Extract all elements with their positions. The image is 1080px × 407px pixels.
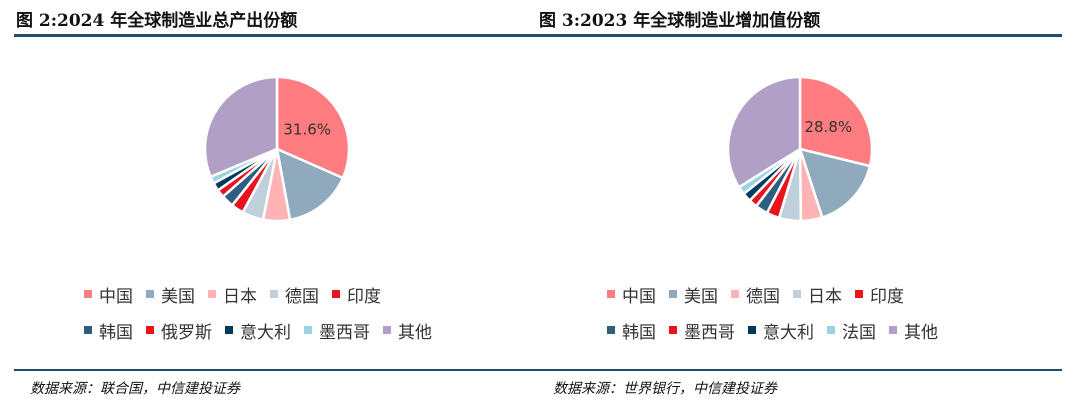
- legend-label: 意大利: [763, 322, 814, 343]
- legend-item: 德国: [731, 282, 780, 307]
- legend-swatch: [827, 326, 835, 334]
- chart-title: 图 2:2024 年全球制造业总产出份额: [16, 11, 298, 31]
- legend-row: 韩国 墨西哥 意大利 法国 其他: [607, 312, 1027, 348]
- legend-item: 韩国: [607, 318, 656, 343]
- pie-slice-0: [798, 75, 874, 168]
- source-rule: [537, 369, 1062, 371]
- legend-item: 美国: [146, 282, 195, 307]
- legend-swatch: [383, 326, 391, 334]
- pie-slice-1: [275, 146, 345, 222]
- chart-panel-right: 图 3:2023 年全球制造业增加值份额 28.8% 中国 美国 德国 日本 印度韩国 墨…: [537, 0, 1062, 407]
- legend-swatch: [332, 290, 340, 298]
- legend-label: 中国: [622, 286, 656, 307]
- source-note: 数据来源：联合国，中信建投证券: [30, 381, 240, 397]
- legend-swatch: [793, 290, 801, 298]
- legend-item: 中国: [84, 282, 133, 307]
- chart-panel-left: 图 2:2024 年全球制造业总产出份额 31.6% 中国 美国 日本 德国 印度韩国 俄…: [14, 0, 539, 407]
- chart-title: 图 3:2023 年全球制造业增加值份额: [539, 11, 821, 31]
- legend-swatch: [208, 290, 216, 298]
- legend-label: 意大利: [240, 322, 291, 343]
- legend-item: 韩国: [84, 318, 133, 343]
- legend-row: 中国 美国 德国 日本 印度: [607, 276, 1027, 312]
- legend-item: 其他: [383, 318, 432, 343]
- legend-label: 其他: [904, 322, 938, 343]
- legend-item: 意大利: [748, 318, 814, 343]
- legend-swatch: [304, 326, 312, 334]
- legend-item: 意大利: [225, 318, 291, 343]
- pie-slice-0: [275, 75, 351, 180]
- slice-data-label: 31.6%: [283, 120, 331, 138]
- legend-swatch: [270, 290, 278, 298]
- legend-swatch: [889, 326, 897, 334]
- legend-item: 其他: [889, 318, 938, 343]
- legend-label: 中国: [99, 286, 133, 307]
- legend-label: 墨西哥: [684, 322, 735, 343]
- title-rule: [14, 34, 539, 37]
- legend-label: 德国: [746, 286, 780, 307]
- legend-label: 法国: [842, 322, 876, 343]
- pie-slice-9: [203, 75, 279, 179]
- legend-item: 俄罗斯: [146, 318, 212, 343]
- source-rule: [14, 369, 539, 371]
- legend-swatch: [84, 290, 92, 298]
- legend: 中国 美国 德国 日本 印度韩国 墨西哥 意大利 法国 其他: [607, 276, 1027, 348]
- legend-swatch: [146, 290, 154, 298]
- legend-item: 日本: [208, 282, 257, 307]
- legend-item: 法国: [827, 318, 876, 343]
- legend-swatch: [607, 326, 615, 334]
- legend-label: 印度: [347, 286, 381, 307]
- legend-label: 日本: [808, 286, 842, 307]
- legend-swatch: [146, 326, 154, 334]
- legend-label: 俄罗斯: [161, 322, 212, 343]
- legend-item: 日本: [793, 282, 842, 307]
- source-note: 数据来源：世界银行，中信建投证券: [553, 381, 777, 397]
- pie-chart: 28.8%: [726, 75, 874, 223]
- legend-label: 其他: [398, 322, 432, 343]
- legend-item: 德国: [270, 282, 319, 307]
- legend-label: 韩国: [99, 322, 133, 343]
- legend-row: 中国 美国 日本 德国 印度: [84, 276, 504, 312]
- legend-swatch: [748, 326, 756, 334]
- legend-label: 韩国: [622, 322, 656, 343]
- legend-swatch: [225, 326, 233, 334]
- legend-label: 德国: [285, 286, 319, 307]
- legend-row: 韩国 俄罗斯 意大利 墨西哥 其他: [84, 312, 504, 348]
- legend-item: 中国: [607, 282, 656, 307]
- legend-swatch: [669, 290, 677, 298]
- legend-swatch: [731, 290, 739, 298]
- legend-item: 印度: [855, 282, 904, 307]
- legend-label: 美国: [161, 286, 195, 307]
- legend-item: 印度: [332, 282, 381, 307]
- title-rule: [537, 34, 1062, 37]
- legend: 中国 美国 日本 德国 印度韩国 俄罗斯 意大利 墨西哥 其他: [84, 276, 504, 348]
- legend-swatch: [669, 326, 677, 334]
- legend-label: 印度: [870, 286, 904, 307]
- legend-item: 墨西哥: [304, 318, 370, 343]
- legend-item: 墨西哥: [669, 318, 735, 343]
- legend-swatch: [607, 290, 615, 298]
- pie-slice-9: [726, 75, 802, 189]
- legend-swatch: [855, 290, 863, 298]
- slice-data-label: 28.8%: [804, 118, 852, 136]
- legend-label: 美国: [684, 286, 718, 307]
- legend-swatch: [84, 326, 92, 334]
- legend-label: 墨西哥: [319, 322, 370, 343]
- pie-chart: 31.6%: [203, 75, 351, 223]
- legend-item: 美国: [669, 282, 718, 307]
- legend-label: 日本: [223, 286, 257, 307]
